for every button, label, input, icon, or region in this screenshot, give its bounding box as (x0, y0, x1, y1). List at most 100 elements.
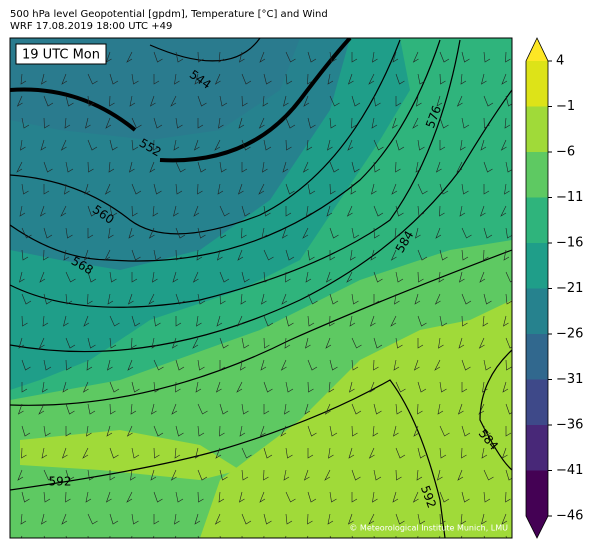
barb (126, 425, 133, 437)
barb (152, 205, 159, 217)
barb (87, 73, 98, 85)
barb (127, 293, 134, 305)
barb (303, 469, 310, 481)
barb (87, 403, 96, 415)
barb (351, 492, 358, 503)
barb (241, 73, 252, 85)
barb (241, 337, 250, 349)
barb (461, 425, 471, 437)
barb (153, 381, 161, 393)
barb (395, 469, 402, 481)
barb (214, 73, 221, 85)
barb (372, 491, 378, 503)
barb (351, 117, 357, 129)
barb (416, 95, 422, 107)
barb (175, 425, 184, 437)
barb (197, 227, 206, 239)
barb (351, 469, 361, 481)
barb (65, 426, 72, 437)
barb (87, 469, 95, 481)
colorbar-tick-label: −26 (556, 327, 583, 342)
barb (461, 447, 467, 459)
barb (241, 95, 248, 107)
barb (395, 161, 401, 173)
barb (347, 139, 354, 151)
colorbar-band (526, 243, 548, 289)
barb (153, 249, 162, 261)
barb (64, 183, 70, 195)
barb (219, 293, 226, 305)
barb (285, 249, 295, 261)
barb (241, 403, 249, 415)
barb (215, 447, 222, 459)
barb (461, 227, 472, 239)
barb (241, 513, 252, 525)
barb (258, 117, 265, 129)
barb (21, 447, 27, 459)
barb (42, 315, 49, 327)
barb (417, 183, 428, 195)
barb (170, 95, 177, 107)
barb (371, 183, 377, 195)
barb (393, 359, 400, 371)
barb (284, 337, 291, 349)
barb (21, 183, 29, 195)
barb (131, 272, 138, 283)
barb (457, 469, 464, 481)
barb (395, 205, 404, 217)
barb (109, 73, 119, 85)
colorbar-tick-label: −16 (556, 236, 583, 251)
barb (461, 293, 472, 305)
barb (415, 227, 421, 239)
barb (241, 271, 250, 283)
barb (43, 249, 49, 261)
barb (483, 425, 491, 437)
barb (65, 469, 75, 481)
barb (349, 315, 356, 327)
credit: © Meteorological Institute Munich, LMU (349, 524, 508, 533)
barb (87, 337, 96, 349)
barb (17, 469, 24, 481)
barb (17, 403, 24, 415)
barb (18, 337, 25, 349)
barb (437, 403, 444, 415)
barb (193, 139, 200, 151)
barb (351, 95, 361, 107)
colorbar-band (526, 106, 548, 152)
barb (43, 161, 53, 173)
barb (373, 294, 380, 305)
barb (373, 359, 379, 371)
barb (302, 161, 309, 173)
barb (153, 183, 162, 195)
barb (131, 183, 142, 195)
barb (263, 249, 274, 261)
barb (395, 73, 405, 85)
barb (263, 513, 272, 525)
barb (436, 95, 443, 107)
barb (417, 315, 427, 327)
barb (148, 293, 155, 305)
colorbar-over (526, 38, 548, 61)
barb (417, 139, 425, 151)
barb (87, 95, 95, 107)
barb (131, 447, 140, 459)
barb (19, 271, 25, 283)
barb (281, 293, 288, 305)
barb (129, 161, 135, 173)
barb (347, 513, 354, 525)
barb (83, 315, 90, 327)
barb (479, 271, 486, 283)
barb (505, 469, 512, 481)
barb (87, 139, 98, 151)
barb (87, 228, 94, 239)
colorbar-under (526, 516, 548, 538)
barb (41, 447, 48, 459)
barb (439, 117, 449, 129)
barb (65, 403, 75, 415)
barb (285, 315, 294, 327)
barb (43, 117, 50, 129)
barb (439, 513, 446, 525)
barb (219, 337, 229, 349)
barb (439, 205, 445, 217)
barb (346, 271, 353, 283)
